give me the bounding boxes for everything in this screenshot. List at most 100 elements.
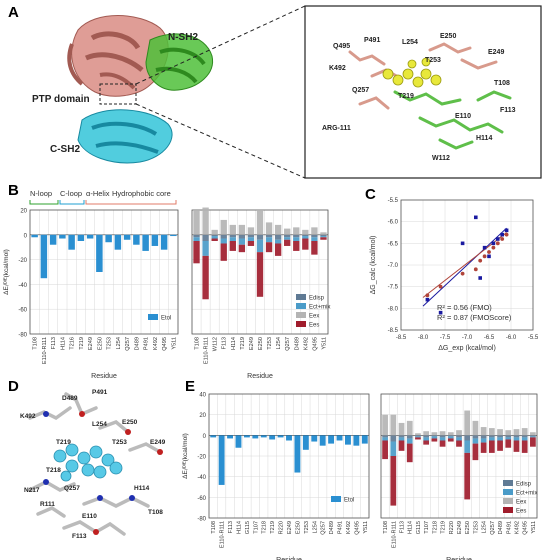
x-tick-label: Q257 [125, 337, 131, 351]
point-fmoscore [478, 258, 483, 263]
bar-segment [382, 437, 388, 441]
bar [328, 435, 335, 444]
bar-segment [505, 439, 512, 448]
bar-segment [497, 437, 503, 441]
zoom-residue-label: F113 [500, 107, 516, 114]
x-tick-label: T253 [107, 337, 113, 350]
header-label: Hydrophobic core [112, 189, 171, 198]
bar-segment [284, 228, 291, 235]
bar-segment [513, 440, 520, 452]
x-tick-label: Q257 [321, 521, 327, 535]
panel-c-scatter: -8.5 -8.0 -7.5 -7.0 -6.5 -6.0 -5.5 -5.5 -6.0 -6.5… [370, 198, 539, 352]
bar-segment [497, 435, 503, 438]
panel-letter-c: C [365, 186, 376, 203]
bar-segment [302, 234, 309, 237]
legend-label: Edisp [516, 482, 532, 488]
x-tick-label: K492 [514, 521, 520, 534]
bar [235, 435, 242, 448]
x-tick-label: E110-R111 [391, 521, 397, 548]
bar [345, 435, 351, 445]
legend-label: Ees [309, 323, 319, 329]
bar-segment [293, 237, 300, 241]
residue-label: R111 [40, 501, 55, 508]
residue-label: N217 [24, 487, 40, 494]
x-axis-label: Residue [247, 373, 273, 380]
zoom-box-detail [304, 5, 542, 179]
bar [336, 435, 343, 441]
point-fmoscore [425, 293, 430, 298]
x-tick-label: Q257 [490, 521, 496, 535]
x-tick-label: L254 [276, 337, 282, 349]
bar [31, 234, 38, 238]
bar-segment [302, 238, 309, 250]
y-tick-label: -40 [18, 283, 27, 289]
legend-swatch [503, 480, 513, 486]
point-fmo [491, 241, 496, 246]
zoom-residue-label: T253 [425, 57, 441, 64]
bar-segment [472, 420, 479, 436]
x-tick-label: T219 [240, 337, 246, 350]
x-tick-label: T107 [424, 521, 430, 534]
zoom-residue-label: P491 [364, 37, 380, 44]
bar-segment [464, 410, 471, 436]
bar-segment [202, 255, 209, 300]
x-tick-label: E110-R111 [204, 337, 210, 364]
header-label: C-loop [60, 189, 82, 198]
zoom-residue-label: W112 [432, 155, 450, 162]
x-tick-label: -7.5 [440, 335, 451, 341]
fit-line-fmo [422, 227, 507, 307]
x-tick-label: E249 [457, 521, 463, 534]
point-fmo [482, 245, 487, 250]
x-axis-label: Residue [276, 557, 302, 560]
bar-segment [293, 234, 300, 238]
residue-label: T253 [112, 439, 127, 446]
x-tick-label: R220 [449, 521, 455, 534]
plot-frame [29, 209, 179, 335]
point-fmo [496, 237, 500, 241]
bar-segment [398, 440, 405, 451]
bar [96, 234, 103, 272]
bar-segment [472, 435, 479, 439]
ptp-domain-ribbon [67, 15, 169, 97]
bar-segment [220, 238, 227, 244]
bar [123, 234, 131, 240]
bar-segment [415, 436, 421, 438]
bracket-helix [85, 200, 177, 205]
x-tick-label: L254 [312, 521, 318, 533]
bar [218, 435, 225, 485]
point-fmoscore [500, 237, 505, 241]
bar-segment [220, 243, 227, 261]
bar-segment [202, 241, 209, 256]
x-tick-label: D489 [329, 521, 335, 534]
x-axis-label: Residue [91, 373, 117, 380]
x-tick-label: T108 [383, 521, 389, 534]
x-tick-label: E110-R111 [220, 521, 226, 548]
nsh2-ribbon [145, 33, 214, 91]
y-tick-label: -60 [18, 308, 27, 314]
x-tick-label: T108 [195, 337, 201, 350]
bar-segment [423, 435, 430, 438]
bar-segment [382, 414, 388, 436]
bar-segment [398, 435, 405, 438]
plot-frame [380, 393, 538, 519]
y-tick-label: -40 [197, 475, 206, 481]
bar-segment [229, 234, 236, 238]
bar-segment [447, 435, 454, 437]
x-tick-label: P491 [144, 337, 150, 350]
bar-segment [415, 437, 421, 440]
bar-segment [229, 224, 236, 235]
x-tick-label: K492 [346, 521, 352, 534]
bar-segment [513, 437, 520, 441]
point-fmo [478, 276, 482, 280]
bar [133, 234, 140, 245]
bar [302, 435, 309, 450]
header-label: α-Helix [86, 189, 110, 198]
bar-segment [456, 435, 462, 438]
zoom-residue-label: L254 [402, 39, 418, 46]
bar [286, 435, 292, 441]
bar-segment [382, 440, 388, 460]
x-tick-label: L254 [116, 337, 122, 349]
bar [277, 435, 284, 438]
bar-segment [464, 452, 471, 500]
